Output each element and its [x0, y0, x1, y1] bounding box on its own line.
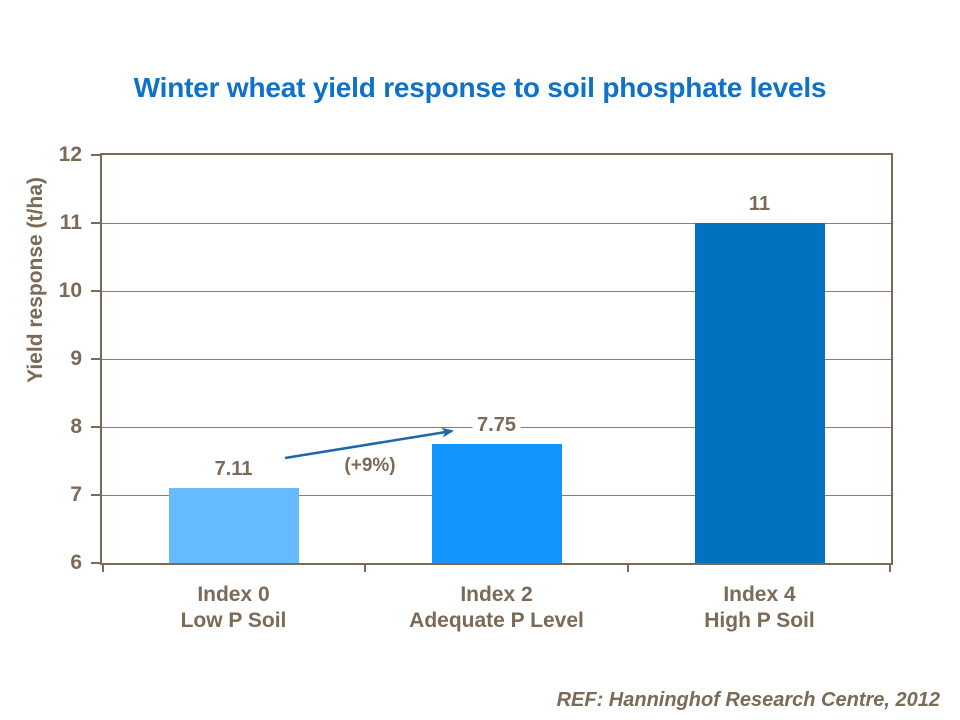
y-tick-label: 9 — [70, 347, 82, 370]
y-tick-label: 7 — [70, 483, 82, 506]
y-tick-mark — [91, 562, 100, 564]
bar-index-4 — [694, 223, 825, 563]
category-line1: Index 0 — [197, 583, 270, 606]
x-tick-mark — [364, 565, 366, 572]
bar-value-label: 11 — [743, 193, 776, 215]
x-axis-ticks — [102, 565, 891, 573]
category-line2: Adequate P Level — [409, 609, 584, 632]
y-tick-label: 10 — [58, 279, 82, 302]
category-line2: Low P Soil — [180, 609, 287, 632]
x-category-label: Index 4 High P Soil — [628, 582, 891, 634]
category-line1: Index 4 — [723, 583, 796, 606]
y-tick-mark — [91, 426, 100, 428]
footer-reference: REF: Hanninghof Research Centre, 2012 — [556, 689, 940, 711]
x-tick-mark — [627, 565, 629, 572]
gridline — [102, 358, 891, 360]
category-line2: High P Soil — [704, 609, 815, 632]
y-tick-label: 6 — [70, 551, 82, 574]
x-axis-labels: Index 0 Low P Soil Index 2 Adequate P Level… — [102, 582, 891, 638]
gridline — [102, 290, 891, 292]
y-tick-mark — [91, 222, 100, 224]
y-tick-mark — [91, 290, 100, 292]
bar-index-2 — [431, 444, 562, 563]
y-tick-label: 12 — [58, 143, 82, 166]
bar-value-label: 7.75 — [472, 414, 521, 436]
y-tick-mark — [91, 154, 100, 156]
x-tick-mark — [889, 565, 891, 572]
growth-annotation: (+9%) — [344, 455, 396, 476]
x-category-label: Index 2 Adequate P Level — [365, 582, 628, 634]
y-tick-mark — [91, 358, 100, 360]
y-axis-ticks: 6 7 8 9 10 11 12 — [0, 143, 100, 574]
y-tick-mark — [91, 494, 100, 496]
plot-area: 7.11 7.75 11 — [100, 153, 893, 565]
y-tick-label: 8 — [70, 415, 82, 438]
bar-value-label: 7.11 — [209, 457, 258, 480]
y-tick-label: 11 — [59, 211, 82, 234]
gridline — [102, 222, 891, 224]
bar-index-0 — [168, 487, 299, 563]
x-category-label: Index 0 Low P Soil — [102, 582, 365, 634]
x-tick-mark — [102, 565, 104, 572]
category-line1: Index 2 — [460, 583, 533, 606]
chart-title: Winter wheat yield response to soil phos… — [133, 72, 827, 103]
